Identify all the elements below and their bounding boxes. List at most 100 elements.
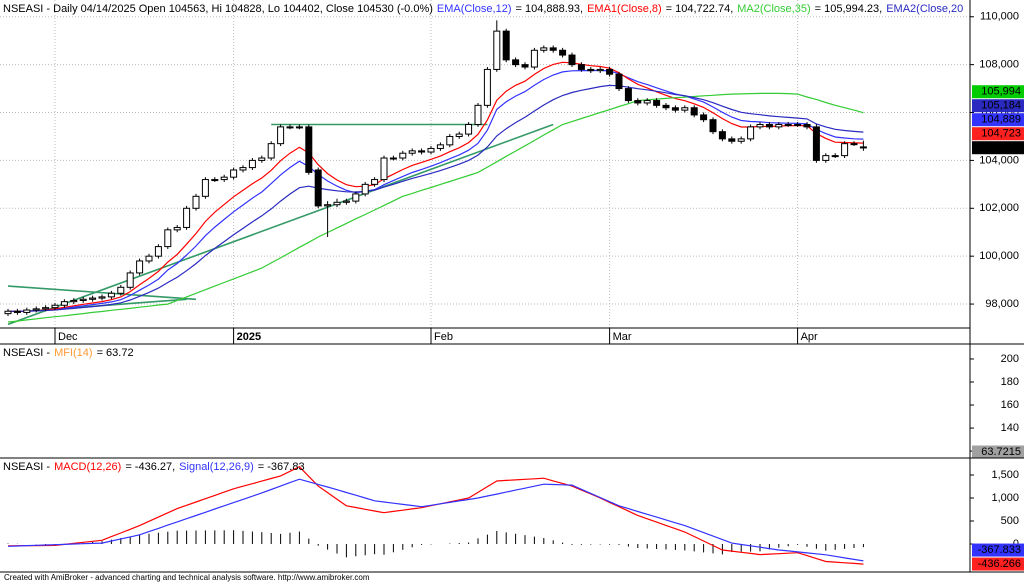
candle-body xyxy=(718,131,726,140)
indicator-line xyxy=(7,478,864,562)
legend-value: = 104,722.74, xyxy=(666,3,734,15)
axis-value-box xyxy=(972,445,1024,459)
legend-value: = 104,888.93, xyxy=(515,3,583,15)
x-tick-label: Apr xyxy=(801,331,818,343)
axis-value-label: -367.833 xyxy=(978,544,1021,556)
legend-name: EMA2(Close,20 xyxy=(886,3,963,15)
y-tick-label: 140 xyxy=(1001,422,1019,434)
candle-body xyxy=(775,123,783,128)
candle-body xyxy=(850,143,858,146)
x-tick-label: 2025 xyxy=(237,331,261,343)
x-tick-label: Feb xyxy=(434,331,453,343)
candle-body xyxy=(737,138,745,142)
axis-value-label: 104,530 xyxy=(981,142,1021,154)
candle-body xyxy=(183,207,191,228)
y-tick-label: 1,500 xyxy=(991,469,1019,481)
candle-body xyxy=(728,138,736,142)
candle-body xyxy=(314,169,322,207)
chart-layer: 98,000100,000102,000104,000106,000108,00… xyxy=(0,0,1024,571)
candle-body xyxy=(690,107,698,116)
candle-body xyxy=(756,123,764,128)
candle-body xyxy=(4,310,12,315)
panel-header: NSEASI - MACD(12,26) = -436.27, Signal(12,2… xyxy=(3,461,305,473)
candle-body xyxy=(51,304,59,309)
candle-body xyxy=(700,114,708,121)
candle-body xyxy=(436,144,444,149)
candle-body xyxy=(239,167,247,171)
panel-header: NSEASI - Daily 04/14/2025 Open 104563, H… xyxy=(3,3,963,15)
candle-body xyxy=(615,73,623,90)
axis-value-label: 104,723 xyxy=(981,128,1021,140)
candle-body xyxy=(173,226,181,231)
candle-body xyxy=(230,169,238,178)
candle-body xyxy=(389,157,397,160)
candle-body xyxy=(89,297,97,300)
indicator-line xyxy=(7,92,864,323)
candle-body xyxy=(333,201,341,206)
candle-body xyxy=(794,123,802,126)
axis-value-box xyxy=(972,99,1024,113)
candle-body xyxy=(145,255,153,262)
axis-value-box xyxy=(972,85,1024,99)
y-tick-label: 98,000 xyxy=(985,298,1019,310)
trendline xyxy=(7,285,197,301)
candle-body xyxy=(98,296,106,299)
panel-title: NSEASI - Daily 04/14/2025 Open 104563, H… xyxy=(3,3,433,15)
footer: Created with AmiBroker - advanced charti… xyxy=(4,573,370,582)
candle-body xyxy=(841,143,849,157)
axis-value-label: -436.266 xyxy=(978,558,1021,570)
axis-value-box xyxy=(972,113,1024,127)
legend-name: MA2(Close,35) xyxy=(737,3,810,15)
candle-body xyxy=(248,159,256,169)
indicator-line xyxy=(7,61,864,313)
candle-body xyxy=(512,59,520,66)
candle-body xyxy=(13,310,21,313)
x-tick-label: Mar xyxy=(613,331,632,343)
candle-body xyxy=(361,183,369,195)
candle-body xyxy=(418,150,426,153)
candle-body xyxy=(23,309,31,313)
candle-body xyxy=(107,292,115,298)
y-tick-label: 200 xyxy=(1001,353,1019,365)
candle-body xyxy=(60,301,68,306)
candle-body xyxy=(587,68,595,72)
legend-name: EMA(Close,12) xyxy=(437,3,512,15)
candle-body xyxy=(465,123,473,135)
candle-body xyxy=(859,146,867,149)
candle-body xyxy=(474,104,482,125)
candle-body xyxy=(324,204,332,207)
x-tick-label: Dec xyxy=(58,331,78,343)
axis-value-label: 105,184 xyxy=(981,100,1021,112)
candle-body xyxy=(201,179,209,197)
axis-value-label: 105,994 xyxy=(981,86,1021,98)
candle-body xyxy=(549,47,557,51)
axis-value-box xyxy=(972,127,1024,141)
candle-body xyxy=(559,49,567,56)
candle-body xyxy=(446,135,454,146)
y-tick-label: 180 xyxy=(1001,376,1019,388)
candle-body xyxy=(220,176,228,181)
y-tick-label: 1,000 xyxy=(991,492,1019,504)
axis-value-box xyxy=(972,543,1024,557)
y-tick-label: 108,000 xyxy=(979,59,1019,71)
candle-body xyxy=(154,246,162,257)
candle-body xyxy=(455,133,463,137)
candle-body xyxy=(286,126,294,129)
candle-body xyxy=(192,195,200,209)
candle-body xyxy=(653,100,661,106)
candle-body xyxy=(643,100,651,104)
candle-body xyxy=(493,30,501,70)
candle-body xyxy=(70,299,78,303)
y-tick-label: 104,000 xyxy=(979,154,1019,166)
candle-body xyxy=(483,68,491,106)
legend-value: = -367.83 xyxy=(258,461,305,473)
candle-body xyxy=(681,107,689,111)
candle-body xyxy=(671,107,679,111)
panel-title: NSEASI - xyxy=(3,347,50,359)
candle-body xyxy=(822,155,830,161)
candle-body xyxy=(352,193,360,202)
candle-body xyxy=(502,30,510,61)
candle-body xyxy=(277,126,285,145)
y-tick-label: 500 xyxy=(1001,515,1019,527)
